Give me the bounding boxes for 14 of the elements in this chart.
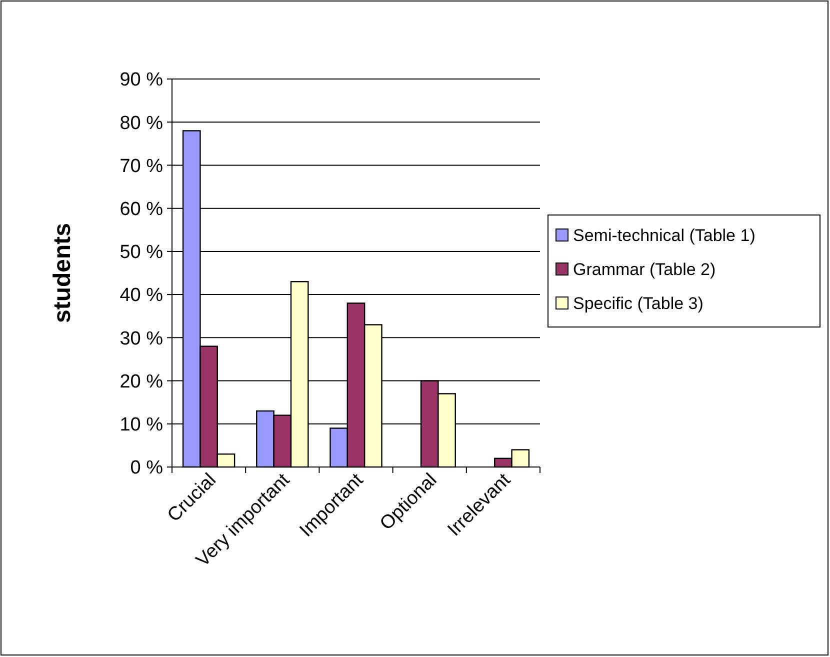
y-tick-label: 30 % bbox=[120, 328, 164, 350]
y-tick-label: 20 % bbox=[120, 371, 164, 392]
y-tick-label: 40 % bbox=[120, 285, 164, 306]
y-tick-label: 50 % bbox=[120, 242, 164, 264]
y-tick-label: 80 % bbox=[120, 112, 164, 134]
y-tick-label: 0 % bbox=[130, 458, 164, 479]
y-tick-label: 60 % bbox=[120, 198, 164, 220]
y-tick-label: 70 % bbox=[120, 156, 164, 177]
legend-label: Semi-technical (Table 1) bbox=[573, 226, 756, 245]
y-tick-label: 90 % bbox=[120, 70, 164, 91]
y-tick-label: 10 % bbox=[120, 414, 164, 436]
y-axis-title: students bbox=[49, 222, 76, 324]
legend-label: Specific (Table 3) bbox=[573, 294, 704, 313]
legend-label: Grammar (Table 2) bbox=[573, 260, 716, 279]
